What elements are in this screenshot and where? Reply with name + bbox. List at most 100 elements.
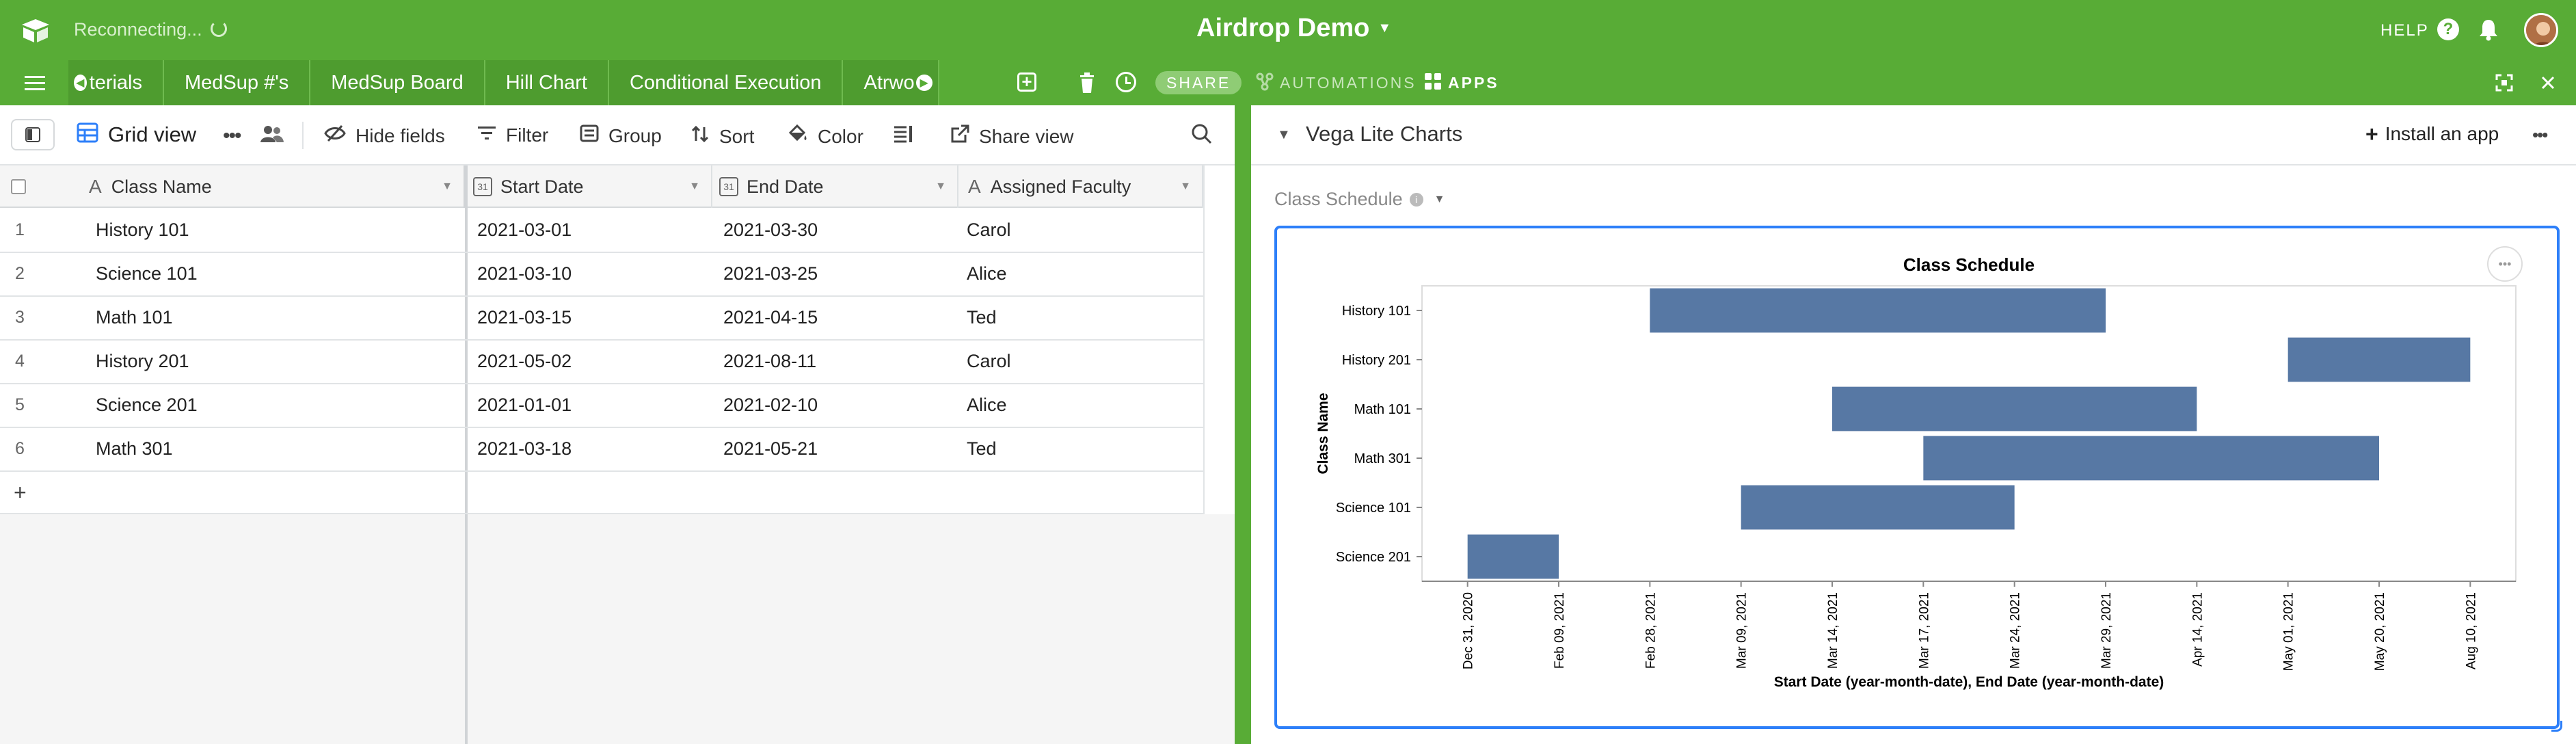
row-divider — [0, 383, 1203, 384]
more-options-icon[interactable]: ••• — [223, 124, 241, 147]
tab-conditional-execution[interactable]: Conditional Execution — [608, 60, 844, 105]
group-button[interactable]: Group — [580, 124, 662, 147]
cell-class-name[interactable]: History 101 — [96, 219, 189, 240]
chart-actions-icon[interactable]: ••• — [2487, 246, 2523, 282]
x-tick-label: Apr 14, 2021 — [2190, 592, 2205, 667]
row-number: 2 — [15, 263, 25, 283]
help-icon[interactable]: ? — [2437, 18, 2459, 40]
cell-start-date[interactable]: 2021-03-10 — [477, 263, 572, 284]
cell-class-name[interactable]: Science 201 — [96, 394, 198, 415]
help-link[interactable]: HELP — [2380, 21, 2429, 40]
cell-faculty[interactable]: Carol — [967, 219, 1011, 240]
cell-class-name[interactable]: Science 101 — [96, 263, 198, 284]
tab-medsup-numbers[interactable]: MedSup #'s — [164, 60, 311, 105]
info-icon[interactable]: i — [1409, 192, 1423, 207]
table-row[interactable]: 6 Math 301 2021-03-18 2021-05-21 Ted — [0, 427, 1203, 470]
view-switcher[interactable]: Grid view — [77, 122, 196, 147]
chevron-down-icon[interactable]: ▼ — [689, 181, 700, 192]
base-title[interactable]: Airdrop Demo ▼ — [1196, 14, 1391, 43]
tab-materials[interactable]: ◀ terials — [68, 60, 164, 105]
apps-button[interactable]: APPS — [1423, 71, 1499, 94]
cell-faculty[interactable]: Alice — [967, 394, 1007, 415]
share-button[interactable]: SHARE — [1155, 71, 1242, 94]
column-header-end-date[interactable]: 31 End Date ▼ — [712, 165, 958, 208]
bell-icon[interactable] — [2478, 18, 2499, 44]
color-button[interactable]: Color — [788, 124, 863, 148]
cell-faculty[interactable]: Alice — [967, 263, 1007, 284]
tab-atrwork[interactable]: Atrwo ▶ — [843, 60, 939, 105]
automations-button[interactable]: AUTOMATIONS — [1255, 71, 1417, 94]
color-label: Color — [818, 125, 863, 147]
column-header-assigned-faculty[interactable]: A Assigned Faculty ▼ — [958, 165, 1203, 208]
view-name: Grid view — [108, 122, 197, 146]
close-icon[interactable] — [2540, 75, 2555, 94]
cell-end-date[interactable]: 2021-04-15 — [723, 306, 818, 328]
sidebar-toggle-icon[interactable] — [11, 119, 55, 150]
cell-end-date[interactable]: 2021-08-11 — [723, 350, 817, 371]
cell-end-date[interactable]: 2021-03-30 — [723, 219, 818, 240]
trash-icon[interactable] — [1079, 72, 1095, 96]
chevron-down-icon: ▼ — [1378, 21, 1392, 36]
chevron-down-icon[interactable]: ▼ — [935, 181, 946, 192]
cell-start-date[interactable]: 2021-01-01 — [477, 394, 572, 415]
pane-resizer[interactable] — [1235, 105, 1251, 744]
resize-handle-icon[interactable] — [2551, 721, 2562, 732]
install-app-button[interactable]: + Install an app — [2365, 123, 2499, 145]
collapse-triangle-icon[interactable]: ▼ — [1277, 127, 1291, 142]
data-grid: A Class Name ▼ 31 Start Date ▼ 31 End Da… — [0, 165, 1235, 744]
row-number: 3 — [15, 307, 25, 327]
cell-class-name[interactable]: History 201 — [96, 350, 189, 371]
chevron-right-icon[interactable]: ▶ — [915, 75, 933, 91]
table-row[interactable]: 3 Math 101 2021-03-15 2021-04-15 Ted — [0, 295, 1203, 339]
chevron-down-icon[interactable]: ▼ — [1180, 181, 1191, 192]
hide-fields-button[interactable]: Hide fields — [324, 124, 445, 147]
cell-start-date[interactable]: 2021-03-18 — [477, 438, 572, 459]
row-height-icon[interactable] — [893, 124, 913, 147]
y-tick-label: Science 101 — [1336, 501, 1411, 516]
cell-end-date[interactable]: 2021-03-25 — [723, 263, 818, 284]
cell-start-date[interactable]: 2021-05-02 — [477, 350, 572, 371]
more-options-icon[interactable]: ••• — [2532, 124, 2548, 145]
table-row[interactable]: 2 Science 101 2021-03-10 2021-03-25 Alic… — [0, 252, 1203, 295]
cell-class-name[interactable]: Math 101 — [96, 306, 173, 328]
add-table-icon[interactable]: + — [1017, 72, 1036, 92]
share-view-button[interactable]: Share view — [950, 124, 1074, 148]
add-row-button[interactable]: + — [0, 472, 1203, 514]
apps-label: APPS — [1448, 73, 1499, 92]
history-icon[interactable] — [1116, 72, 1136, 92]
cell-end-date[interactable]: 2021-02-10 — [723, 394, 818, 415]
tab-hill-chart[interactable]: Hill Chart — [485, 60, 609, 105]
select-all-checkbox[interactable] — [11, 179, 26, 194]
avatar[interactable] — [2524, 13, 2558, 47]
tab-medsup-board[interactable]: MedSup Board — [310, 60, 485, 105]
bar-history-201 — [2287, 337, 2471, 382]
hamburger-menu-icon[interactable] — [25, 75, 45, 95]
sort-button[interactable]: Sort — [690, 124, 754, 148]
x-tick-label: Feb 28, 2021 — [1643, 592, 1658, 669]
cell-faculty[interactable]: Carol — [967, 350, 1011, 371]
search-icon[interactable] — [1191, 123, 1213, 148]
column-header-class-name[interactable]: A Class Name ▼ — [89, 165, 466, 208]
gantt-chart: Class Schedule History 101 History 201 Mat… — [1315, 254, 2517, 690]
cell-end-date[interactable]: 2021-05-21 — [723, 438, 818, 459]
filter-button[interactable]: Filter — [477, 124, 548, 146]
chart-selector[interactable]: Class Schedule i ▼ — [1274, 189, 1445, 210]
table-row[interactable]: 5 Science 201 2021-01-01 2021-02-10 Alic… — [0, 383, 1203, 427]
table-row[interactable]: 1 History 101 2021-03-01 2021-03-30 Caro… — [0, 208, 1203, 252]
frozen-column-divider[interactable] — [465, 165, 468, 744]
cell-start-date[interactable]: 2021-03-01 — [477, 219, 572, 240]
add-row-icon: + — [14, 480, 27, 505]
apps-icon — [1423, 72, 1443, 94]
cell-class-name[interactable]: Math 301 — [96, 438, 173, 459]
fullscreen-icon[interactable] — [2495, 74, 2513, 95]
airtable-logo-icon[interactable] — [21, 18, 51, 44]
chevron-left-icon[interactable]: ◀ — [74, 75, 87, 91]
table-row[interactable]: 4 History 201 2021-05-02 2021-08-11 Caro… — [0, 339, 1203, 383]
chevron-down-icon[interactable]: ▼ — [442, 181, 453, 192]
cell-faculty[interactable]: Ted — [967, 306, 997, 328]
chart-card[interactable]: ••• Class Schedule History 101 History 20… — [1274, 226, 2562, 732]
cell-faculty[interactable]: Ted — [967, 438, 997, 459]
collaborators-icon[interactable] — [260, 124, 284, 147]
column-header-start-date[interactable]: 31 Start Date ▼ — [466, 165, 712, 208]
cell-start-date[interactable]: 2021-03-15 — [477, 306, 572, 328]
